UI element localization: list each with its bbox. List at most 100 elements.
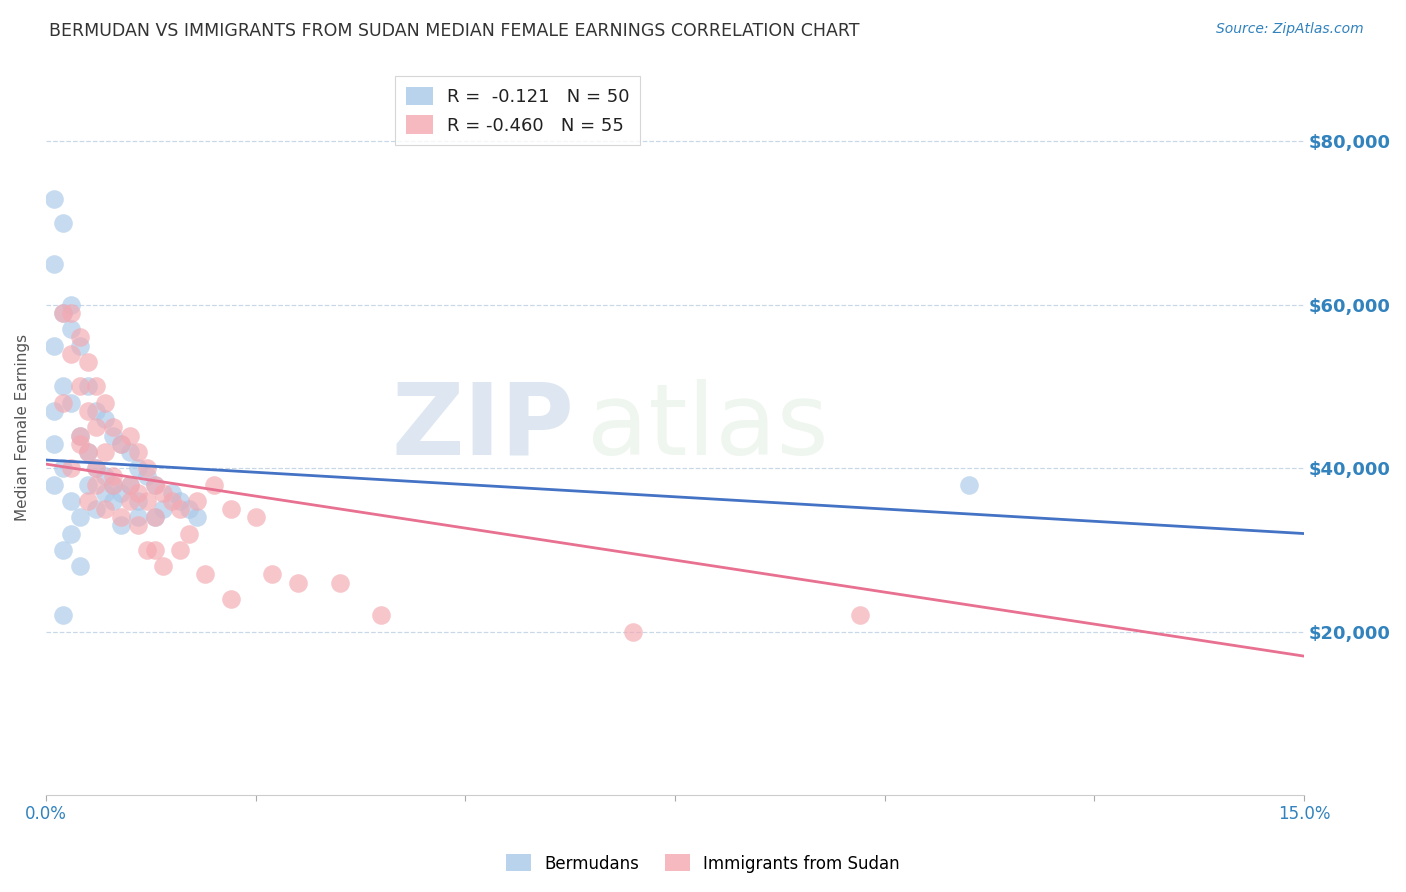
Point <box>52 306 75 320</box>
Point <box>110 518 132 533</box>
Point <box>69 428 91 442</box>
Point <box>101 420 124 434</box>
Point <box>84 477 107 491</box>
Point <box>44 436 66 450</box>
Point <box>101 477 124 491</box>
Point <box>169 494 191 508</box>
Point <box>84 502 107 516</box>
Text: Source: ZipAtlas.com: Source: ZipAtlas.com <box>1216 22 1364 37</box>
Point <box>93 469 115 483</box>
Point <box>44 338 66 352</box>
Point <box>84 420 107 434</box>
Point <box>152 485 174 500</box>
Point <box>52 216 75 230</box>
Point <box>152 559 174 574</box>
Point <box>110 436 132 450</box>
Point <box>52 542 75 557</box>
Point <box>127 494 149 508</box>
Point <box>143 542 166 557</box>
Point <box>60 306 83 320</box>
Point <box>135 461 157 475</box>
Point <box>93 485 115 500</box>
Point <box>77 355 100 369</box>
Point <box>60 494 83 508</box>
Point <box>69 436 91 450</box>
Text: ZIP: ZIP <box>391 379 575 475</box>
Point <box>44 257 66 271</box>
Point <box>370 608 392 623</box>
Point <box>77 379 100 393</box>
Point <box>44 192 66 206</box>
Point <box>287 575 309 590</box>
Point <box>77 445 100 459</box>
Point <box>77 477 100 491</box>
Point <box>127 518 149 533</box>
Point <box>52 379 75 393</box>
Point <box>143 477 166 491</box>
Point <box>177 526 200 541</box>
Point <box>101 469 124 483</box>
Point <box>93 445 115 459</box>
Point <box>84 461 107 475</box>
Point <box>219 591 242 606</box>
Point <box>44 477 66 491</box>
Point <box>143 510 166 524</box>
Point <box>52 396 75 410</box>
Legend: R =  -0.121   N = 50, R = -0.460   N = 55: R = -0.121 N = 50, R = -0.460 N = 55 <box>395 76 640 145</box>
Text: atlas: atlas <box>586 379 828 475</box>
Point <box>110 510 132 524</box>
Point <box>135 469 157 483</box>
Point <box>245 510 267 524</box>
Point <box>186 510 208 524</box>
Point <box>143 477 166 491</box>
Point <box>93 502 115 516</box>
Point <box>77 445 100 459</box>
Point <box>52 306 75 320</box>
Point <box>60 396 83 410</box>
Point <box>110 485 132 500</box>
Point <box>69 428 91 442</box>
Point <box>60 526 83 541</box>
Point <box>135 494 157 508</box>
Point <box>262 567 284 582</box>
Point <box>328 575 350 590</box>
Point <box>60 347 83 361</box>
Point <box>60 461 83 475</box>
Point <box>69 510 91 524</box>
Point <box>69 338 91 352</box>
Point <box>202 477 225 491</box>
Y-axis label: Median Female Earnings: Median Female Earnings <box>15 334 30 521</box>
Point <box>160 485 183 500</box>
Point <box>118 477 141 491</box>
Point <box>118 445 141 459</box>
Point <box>52 461 75 475</box>
Point <box>152 502 174 516</box>
Point <box>135 542 157 557</box>
Point <box>118 477 141 491</box>
Point <box>69 379 91 393</box>
Point <box>101 477 124 491</box>
Point <box>77 404 100 418</box>
Point <box>219 502 242 516</box>
Text: BERMUDAN VS IMMIGRANTS FROM SUDAN MEDIAN FEMALE EARNINGS CORRELATION CHART: BERMUDAN VS IMMIGRANTS FROM SUDAN MEDIAN… <box>49 22 859 40</box>
Point <box>177 502 200 516</box>
Point <box>621 624 644 639</box>
Point <box>127 461 149 475</box>
Point <box>101 428 124 442</box>
Point <box>93 412 115 426</box>
Point <box>93 396 115 410</box>
Point <box>127 510 149 524</box>
Point <box>848 608 870 623</box>
Point <box>101 494 124 508</box>
Point <box>118 494 141 508</box>
Point <box>60 322 83 336</box>
Point <box>160 494 183 508</box>
Point <box>118 428 141 442</box>
Point <box>127 485 149 500</box>
Point <box>194 567 217 582</box>
Point <box>60 298 83 312</box>
Legend: Bermudans, Immigrants from Sudan: Bermudans, Immigrants from Sudan <box>499 847 907 880</box>
Point <box>110 436 132 450</box>
Point <box>127 445 149 459</box>
Point <box>69 330 91 344</box>
